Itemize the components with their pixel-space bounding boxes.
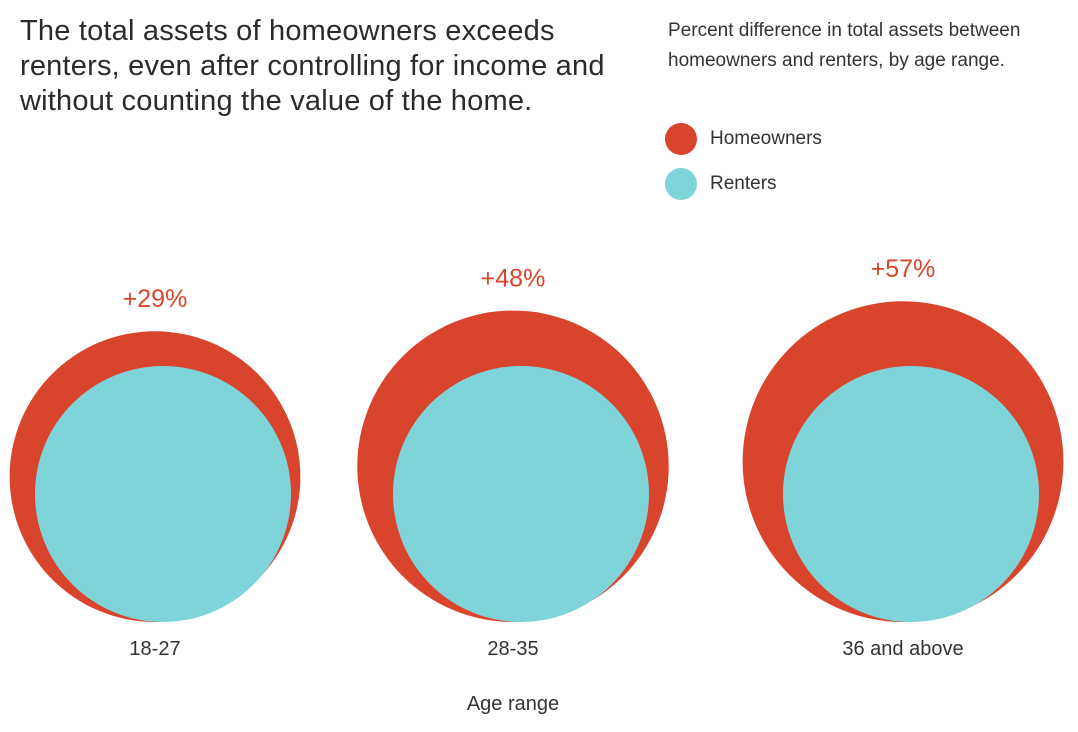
renters-bubble: [783, 366, 1039, 622]
value-label: +48%: [481, 265, 546, 293]
bubble-group: +29% 18-27: [9, 285, 301, 660]
legend-swatch-homeowners: [665, 123, 697, 155]
category-label: 28-35: [487, 638, 538, 660]
legend-item-renters: Renters: [665, 167, 822, 201]
category-label: 18-27: [129, 638, 180, 660]
renters-bubble: [393, 366, 649, 622]
legend-label-renters: Renters: [710, 173, 777, 194]
category-label: 36 and above: [842, 638, 963, 660]
renters-bubble: [35, 366, 291, 622]
bubble-group: +48% 28-35: [357, 265, 669, 660]
x-axis-label: Age range: [467, 693, 559, 715]
legend-swatch-renters: [665, 168, 697, 200]
chart-title: The total assets of homeowners exceeds r…: [20, 15, 605, 117]
bubble-group: +57% 36 and above: [742, 255, 1064, 660]
legend-label-homeowners: Homeowners: [710, 128, 822, 149]
value-label: +57%: [871, 255, 936, 283]
legend: Homeowners Renters: [665, 122, 822, 212]
value-label: +29%: [123, 285, 188, 313]
legend-item-homeowners: Homeowners: [665, 122, 822, 156]
chart-subtitle: Percent difference in total assets betwe…: [668, 20, 1021, 71]
